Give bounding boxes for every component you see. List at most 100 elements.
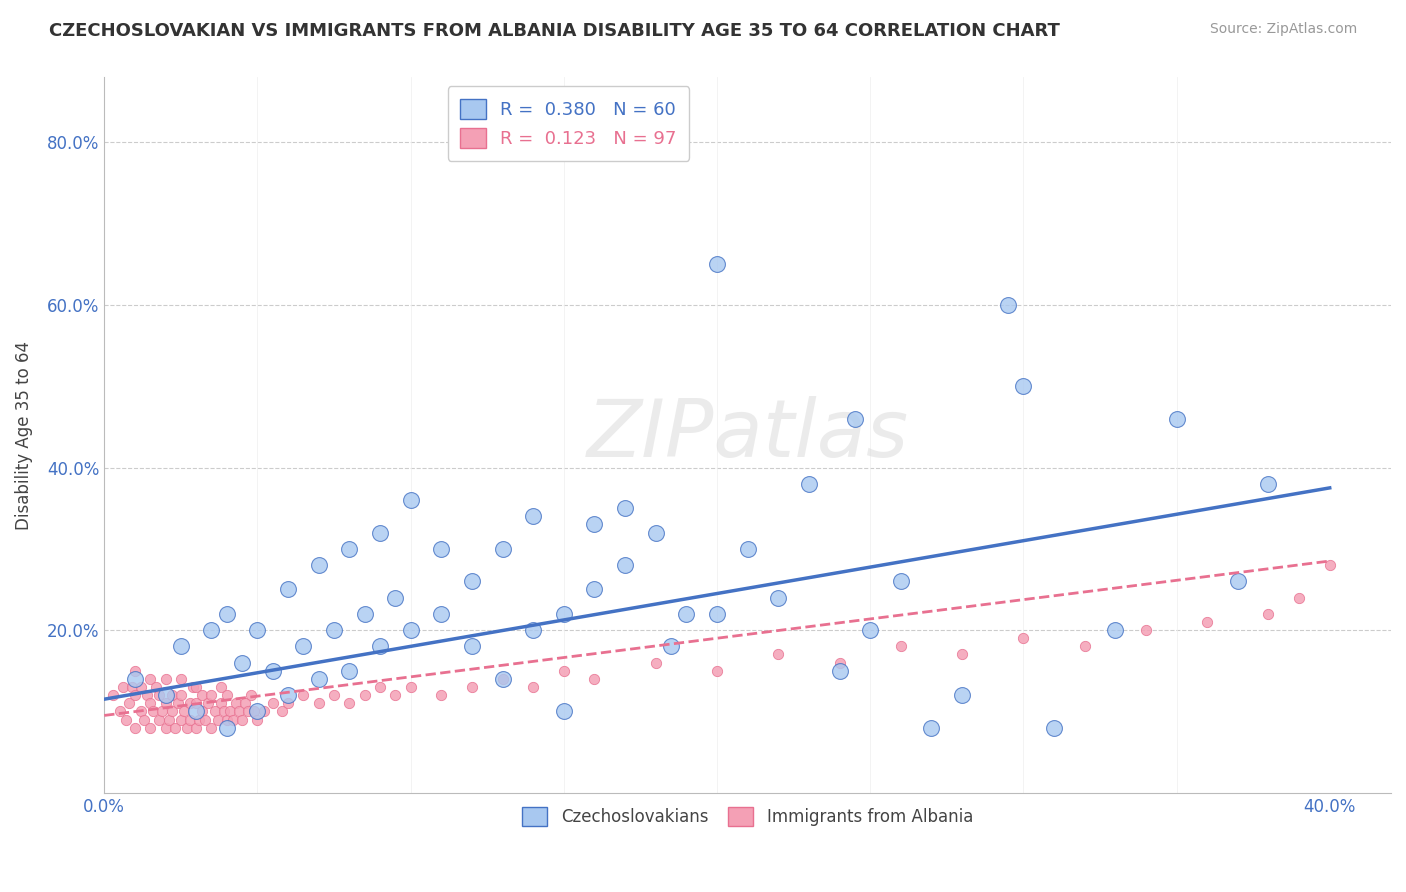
- Point: [491, 541, 513, 556]
- Point: [225, 696, 247, 710]
- Point: [430, 607, 453, 621]
- Point: [246, 623, 269, 637]
- Point: [614, 558, 637, 573]
- Point: [207, 713, 229, 727]
- Y-axis label: Disability Age 35 to 64: Disability Age 35 to 64: [15, 341, 32, 530]
- Point: [323, 688, 346, 702]
- Point: [644, 525, 666, 540]
- Point: [186, 705, 208, 719]
- Point: [215, 607, 238, 621]
- Point: [308, 696, 330, 710]
- Point: [181, 680, 204, 694]
- Point: [200, 721, 222, 735]
- Point: [368, 640, 391, 654]
- Point: [614, 501, 637, 516]
- Point: [353, 688, 375, 702]
- Point: [262, 664, 284, 678]
- Point: [163, 721, 186, 735]
- Point: [191, 705, 214, 719]
- Point: [155, 696, 177, 710]
- Point: [292, 688, 315, 702]
- Point: [706, 257, 728, 271]
- Point: [124, 672, 146, 686]
- Point: [337, 696, 360, 710]
- Point: [399, 680, 422, 694]
- Point: [890, 574, 912, 589]
- Point: [1012, 379, 1035, 393]
- Point: [194, 713, 217, 727]
- Point: [292, 640, 315, 654]
- Point: [228, 705, 250, 719]
- Point: [186, 721, 208, 735]
- Point: [215, 713, 238, 727]
- Point: [246, 713, 269, 727]
- Point: [384, 688, 406, 702]
- Point: [238, 705, 260, 719]
- Point: [522, 680, 544, 694]
- Point: [583, 582, 606, 597]
- Point: [308, 672, 330, 686]
- Point: [461, 640, 484, 654]
- Point: [461, 574, 484, 589]
- Point: [384, 591, 406, 605]
- Point: [200, 688, 222, 702]
- Point: [212, 705, 235, 719]
- Legend: Czechoslovakians, Immigrants from Albania: Czechoslovakians, Immigrants from Albani…: [515, 799, 981, 834]
- Point: [399, 493, 422, 508]
- Point: [1166, 411, 1188, 425]
- Point: [1257, 476, 1279, 491]
- Point: [200, 623, 222, 637]
- Point: [139, 696, 162, 710]
- Point: [844, 411, 866, 425]
- Point: [243, 705, 266, 719]
- Point: [173, 705, 195, 719]
- Point: [1226, 574, 1249, 589]
- Text: CZECHOSLOVAKIAN VS IMMIGRANTS FROM ALBANIA DISABILITY AGE 35 TO 64 CORRELATION C: CZECHOSLOVAKIAN VS IMMIGRANTS FROM ALBAN…: [49, 22, 1060, 40]
- Point: [204, 705, 226, 719]
- Point: [139, 672, 162, 686]
- Point: [111, 680, 134, 694]
- Point: [368, 525, 391, 540]
- Text: ZIPatlas: ZIPatlas: [586, 396, 908, 474]
- Point: [675, 607, 697, 621]
- Point: [222, 713, 245, 727]
- Point: [124, 688, 146, 702]
- Point: [170, 713, 193, 727]
- Point: [142, 705, 165, 719]
- Point: [890, 640, 912, 654]
- Point: [209, 696, 232, 710]
- Point: [553, 607, 575, 621]
- Point: [246, 705, 269, 719]
- Point: [218, 705, 240, 719]
- Point: [461, 680, 484, 694]
- Point: [1257, 607, 1279, 621]
- Point: [659, 640, 682, 654]
- Point: [124, 664, 146, 678]
- Point: [1104, 623, 1126, 637]
- Point: [166, 696, 188, 710]
- Point: [129, 705, 152, 719]
- Point: [491, 672, 513, 686]
- Point: [797, 476, 820, 491]
- Point: [1288, 591, 1310, 605]
- Point: [114, 713, 136, 727]
- Point: [522, 623, 544, 637]
- Point: [583, 517, 606, 532]
- Point: [231, 713, 253, 727]
- Point: [583, 672, 606, 686]
- Point: [103, 688, 125, 702]
- Point: [197, 696, 219, 710]
- Point: [148, 713, 170, 727]
- Point: [170, 640, 193, 654]
- Point: [737, 541, 759, 556]
- Point: [997, 298, 1019, 312]
- Point: [368, 680, 391, 694]
- Point: [828, 664, 851, 678]
- Point: [155, 672, 177, 686]
- Point: [186, 680, 208, 694]
- Point: [188, 713, 211, 727]
- Point: [430, 541, 453, 556]
- Point: [920, 721, 942, 735]
- Point: [233, 696, 256, 710]
- Point: [215, 688, 238, 702]
